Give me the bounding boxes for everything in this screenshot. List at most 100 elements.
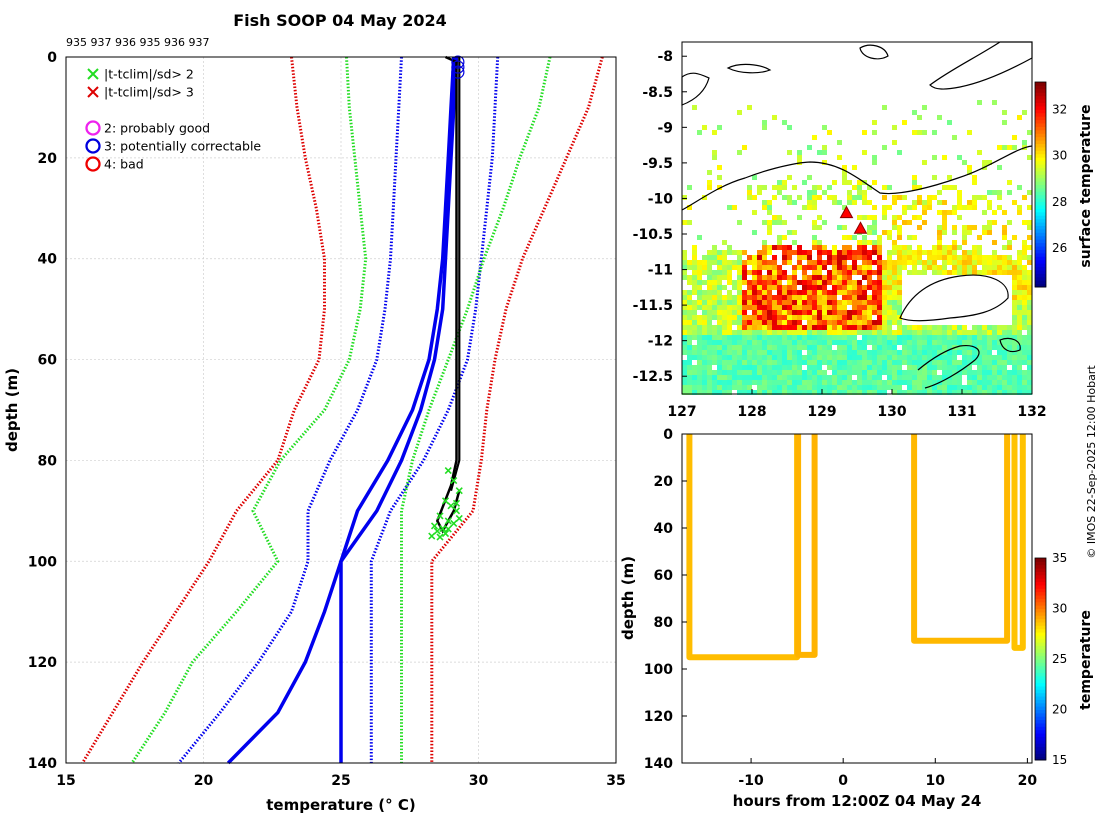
sst-pixel [722,385,727,390]
sst-pixel [897,225,902,230]
sst-pixel [852,200,857,205]
sst-pixel [772,305,777,310]
sst-pixel [812,135,817,140]
sst-pixel [912,180,917,185]
sst-pixel [957,325,962,330]
sst-pixel [742,355,747,360]
sst-pixel [977,195,982,200]
colorbar-segment [1035,692,1046,697]
sst-pixel [802,310,807,315]
sst-pixel [837,335,842,340]
sst-pixel [782,270,787,275]
sst-pixel [812,325,817,330]
sst-pixel [982,345,987,350]
sst-pixel [772,325,777,330]
sst-pixel [947,175,952,180]
sst-pixel [897,270,902,275]
sst-pixel [812,300,817,305]
sst-pixel [702,255,707,260]
sst-pixel [772,185,777,190]
sst-pixel [807,345,812,350]
chart-title: Fish SOOP 04 May 2024 [233,11,447,30]
sst-pixel [757,310,762,315]
sst-pixel [712,285,717,290]
sst-pixel [717,290,722,295]
sst-pixel [792,200,797,205]
sst-pixel [927,250,932,255]
sst-pixel [762,355,767,360]
sst-pixel [947,245,952,250]
sst-pixel [787,200,792,205]
sst-pixel [997,355,1002,360]
colorbar-segment [1035,225,1046,230]
sst-pixel [932,260,937,265]
sst-pixel [947,330,952,335]
sst-pixel [952,340,957,345]
sst-pixel [832,375,837,380]
sst-pixel [912,390,917,395]
sst-pixel [992,370,997,375]
sst-pixel [787,125,792,130]
sst-pixel [712,370,717,375]
sst-pixel [872,330,877,335]
sst-pixel [792,325,797,330]
sst-pixel [762,275,767,280]
sst-pixel [877,260,882,265]
sst-pixel [1027,285,1032,290]
sst-pixel [772,285,777,290]
sst-pixel [1012,290,1017,295]
sst-pixel [837,315,842,320]
sst-pixel [902,335,907,340]
sst-pixel [702,345,707,350]
sst-pixel [697,290,702,295]
sst-pixel [772,360,777,365]
sst-pixel [737,385,742,390]
sst-pixel [972,265,977,270]
sst-pixel [702,335,707,340]
sst-pixel [962,205,967,210]
sst-pixel [707,180,712,185]
y-tick-label: -10.5 [633,227,673,243]
sst-pixel [897,360,902,365]
colorbar-segment [1035,160,1046,165]
sst-pixel [1007,190,1012,195]
sst-pixel [822,245,827,250]
sst-pixel [997,195,1002,200]
sst-pixel [897,230,902,235]
sst-pixel [722,310,727,315]
y-tick-label: 100 [28,554,57,570]
sst-pixel [972,350,977,355]
sst-pixel [947,185,952,190]
sst-pixel [942,260,947,265]
sst-pixel [782,180,787,185]
sst-pixel [887,185,892,190]
sst-pixel [817,310,822,315]
sst-pixel [727,310,732,315]
sst-pixel [1002,330,1007,335]
sst-pixel [847,300,852,305]
sst-pixel [887,320,892,325]
sst-pixel [687,340,692,345]
sst-pixel [787,250,792,255]
sst-pixel [847,340,852,345]
sst-pixel [847,315,852,320]
sst-pixel [832,280,837,285]
sst-pixel [897,375,902,380]
sst-pixel [842,330,847,335]
sst-pixel [877,370,882,375]
sst-pixel [862,390,867,395]
sst-pixel [707,305,712,310]
sst-pixel [777,235,782,240]
sst-pixel [802,380,807,385]
sst-pixel [742,330,747,335]
sst-pixel [782,360,787,365]
sst-pixel [967,265,972,270]
sst-pixel [812,375,817,380]
sst-pixel [812,290,817,295]
sst-pixel [692,260,697,265]
sst-pixel [837,330,842,335]
sst-pixel [932,195,937,200]
sst-pixel [892,245,897,250]
sst-pixel [747,355,752,360]
sst-pixel [972,205,977,210]
